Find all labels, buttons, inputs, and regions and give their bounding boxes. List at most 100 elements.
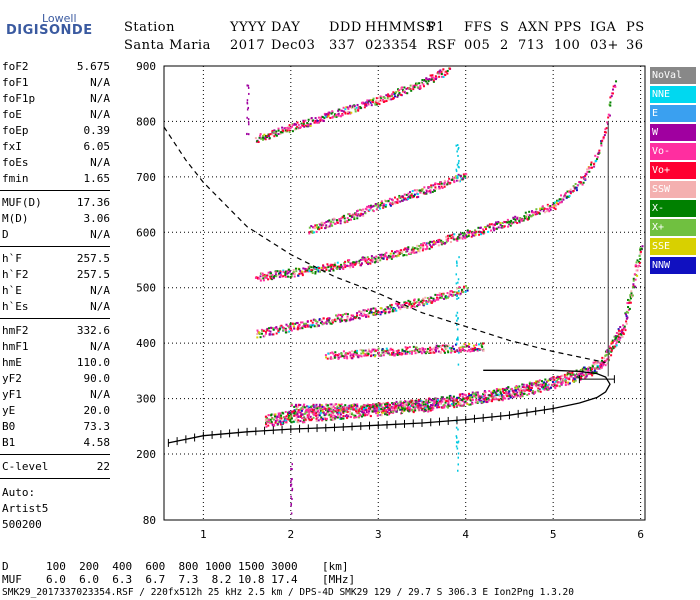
echo-point — [433, 400, 436, 403]
echo-point — [437, 187, 440, 190]
echo-point — [276, 270, 279, 273]
echo-point — [478, 233, 481, 236]
echo-point — [328, 317, 331, 320]
echo-point — [615, 344, 618, 347]
echo-point — [480, 344, 483, 347]
echo-point — [347, 415, 350, 418]
echo-point — [572, 189, 575, 192]
echo-point — [340, 319, 343, 322]
header-label-iga: IGA — [590, 20, 617, 35]
echo-point — [409, 404, 412, 407]
echo-point — [480, 343, 483, 346]
echo-point — [360, 415, 363, 418]
echo-point — [435, 346, 438, 349]
echo-point — [414, 404, 417, 407]
echo-point — [627, 311, 630, 314]
param-row: hmF2 332.6 — [2, 324, 110, 338]
echo-point — [412, 409, 415, 412]
echo-point — [428, 299, 431, 302]
echo-point — [448, 397, 451, 400]
stray-echo-point — [291, 463, 293, 466]
echo-point — [445, 240, 448, 243]
echo-point — [309, 124, 312, 127]
echo-point — [608, 114, 611, 117]
echo-point — [357, 106, 360, 109]
echo-point — [366, 404, 369, 407]
echo-point — [326, 114, 329, 117]
echo-point — [403, 301, 406, 304]
echo-point — [349, 266, 352, 269]
echo-point — [388, 407, 391, 410]
echo-point — [415, 301, 418, 304]
echo-point — [532, 391, 535, 394]
echo-point — [410, 352, 413, 355]
echo-point — [537, 381, 540, 384]
echo-point — [533, 391, 536, 394]
echo-point — [464, 176, 467, 179]
echo-point — [399, 200, 402, 203]
echo-point — [419, 404, 422, 407]
echo-point — [516, 217, 519, 220]
echo-point — [403, 401, 406, 404]
echo-point — [577, 373, 580, 376]
echo-point — [482, 231, 485, 234]
echo-point — [316, 320, 319, 323]
echo-point — [336, 265, 339, 268]
echo-point — [405, 348, 408, 351]
cyan-echo-point — [455, 441, 458, 444]
echo-point — [453, 233, 456, 236]
auto-code: 500200 — [2, 518, 42, 531]
electron-density-profile — [168, 369, 611, 444]
echo-point — [528, 214, 531, 217]
echo-point — [360, 407, 363, 410]
header-label-yyyy: YYYY — [230, 20, 267, 35]
echo-point — [576, 184, 579, 187]
echo-point — [587, 369, 590, 372]
echo-point — [439, 345, 442, 348]
echo-point — [528, 382, 531, 385]
echo-point — [358, 314, 361, 317]
echo-point — [297, 123, 300, 126]
echo-point — [294, 123, 297, 126]
echo-point — [366, 100, 369, 103]
echo-point — [490, 395, 493, 398]
echo-point — [296, 410, 299, 413]
echo-point — [392, 97, 395, 100]
echo-point — [405, 250, 408, 253]
echo-point — [309, 415, 312, 418]
echo-point — [277, 133, 280, 136]
echo-point — [288, 417, 291, 420]
y-tick-label: 600 — [136, 226, 156, 239]
echo-point — [299, 409, 302, 412]
echo-point — [264, 276, 267, 279]
echo-point — [335, 403, 338, 406]
echo-point — [461, 231, 464, 234]
echo-point — [393, 354, 396, 357]
echo-point — [422, 404, 425, 407]
echo-point — [459, 292, 462, 295]
echo-point — [370, 259, 373, 262]
param-name: foF1 — [2, 76, 29, 89]
echo-point — [266, 136, 269, 139]
echo-point — [629, 297, 632, 300]
echo-point — [450, 293, 453, 296]
echo-point — [397, 306, 400, 309]
echo-point — [326, 319, 329, 322]
echo-point — [272, 327, 275, 330]
echo-point — [381, 95, 384, 98]
echo-point — [346, 357, 349, 360]
echo-point — [257, 331, 260, 334]
echo-point — [434, 349, 437, 352]
echo-point — [587, 367, 590, 370]
echo-point — [620, 332, 623, 335]
echo-point — [462, 234, 465, 237]
echo-point — [547, 379, 550, 382]
echo-point — [425, 80, 428, 83]
echo-point — [268, 333, 271, 336]
echo-point — [426, 402, 429, 405]
echo-point — [407, 252, 410, 255]
echo-point — [326, 357, 329, 360]
echo-point — [394, 92, 397, 95]
echo-point — [527, 217, 530, 220]
echo-point — [351, 216, 354, 219]
